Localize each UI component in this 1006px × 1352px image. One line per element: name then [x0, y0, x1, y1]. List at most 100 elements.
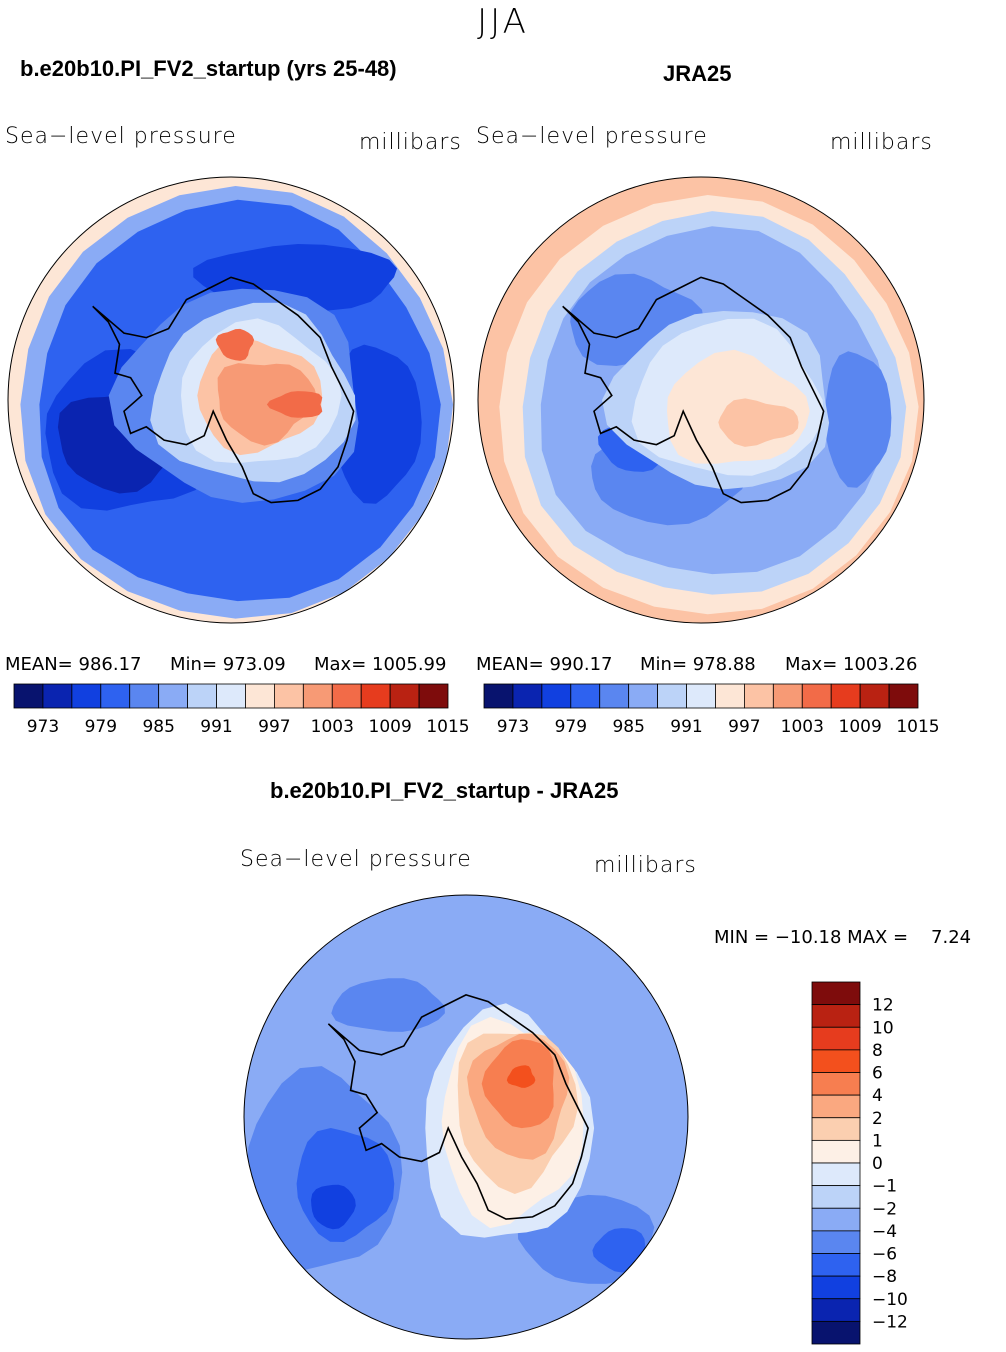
panel2-map	[477, 176, 925, 624]
panel1-colorbar-swatch-1	[42, 683, 73, 709]
panel1-map-border	[7, 176, 455, 624]
diff-colorbar-tick-label-4: 4	[872, 1086, 883, 1106]
diff-colorbar-swatch-15	[811, 1320, 861, 1345]
panel2-colorbar-swatch-11	[801, 683, 832, 709]
panel1-colorbar-swatch-9	[273, 683, 304, 709]
panel2-colorbar: 973 979 985 991 997 1003 1009 1015	[483, 683, 940, 737]
diff-coastline	[327, 994, 589, 1220]
diff-colorbar-swatch-13	[811, 1275, 861, 1300]
panel2-colorbar-swatch-12	[830, 683, 861, 709]
panel2-colorbar-swatch-8	[715, 683, 745, 709]
diff-colorbar-swatch-2	[811, 1026, 861, 1051]
diff-contour-fill-5	[592, 1228, 647, 1273]
diff-field	[244, 895, 688, 1339]
diff-colorbar-swatch-7	[811, 1139, 861, 1164]
panel2-colorbar-swatch-6	[657, 683, 687, 709]
panel1-colorbar-swatch-7	[216, 683, 246, 709]
diff-contour-fill-12	[506, 1065, 536, 1088]
panel1-colorbar-swatch-4	[129, 683, 160, 709]
panel2-max: Max= 1003.26	[785, 654, 918, 675]
panel2-contour-fill-5	[824, 351, 892, 488]
diff-contour-fill-3	[311, 1184, 356, 1230]
panel1-colorbar-tick-label-1: 979	[85, 717, 117, 737]
panel2-colorbar-swatch-7	[686, 683, 716, 709]
panel2-colorbar-swatch-10	[772, 683, 803, 709]
panel1-colorbar-swatch-5	[158, 683, 189, 709]
diff-colorbar-swatch-14	[811, 1298, 861, 1322]
panel2-colorbar-swatch-14	[888, 683, 919, 709]
panel1-min: Min= 973.09	[170, 654, 286, 675]
diff-colorbar-tick-label-11: −6	[872, 1245, 897, 1265]
panel2-coastline	[562, 276, 825, 504]
panel1-colorbar-tick-label-5: 1003	[311, 717, 354, 737]
panel1-colorbar-tick-label-4: 997	[258, 717, 290, 737]
panel1-colorbar-swatch-10	[302, 683, 333, 709]
diff-colorbar-tick-label-8: −1	[872, 1177, 897, 1197]
season-title: JJA	[477, 2, 529, 42]
panel2-field	[478, 177, 924, 623]
panel1-map	[7, 176, 455, 624]
panel1-colorbar-swatch-14	[418, 683, 449, 709]
diff-colorbar-tick-label-9: −2	[872, 1199, 897, 1219]
panel2-colorbar-swatch-0	[483, 683, 514, 709]
panel2-units-label: millibars	[830, 130, 933, 155]
panel2-variable-label: Sea−level pressure	[476, 124, 708, 149]
diff-contour-fill-6	[331, 978, 445, 1032]
panel1-colorbar-tick-label-6: 1009	[369, 717, 412, 737]
diff-colorbar-tick-label-0: 12	[872, 996, 894, 1016]
panel2-title: JRA25	[663, 61, 732, 86]
diff-colorbar-swatch-0	[811, 981, 861, 1006]
diff-colorbar-tick-label-3: 6	[872, 1064, 883, 1084]
diff-colorbar-tick-label-10: −4	[872, 1222, 897, 1242]
panel1-colorbar-tick-label-0: 973	[27, 717, 59, 737]
diff-colorbar-tick-label-5: 2	[872, 1109, 883, 1129]
panel1-colorbar-swatch-2	[71, 683, 102, 709]
panel1-variable-label: Sea−level pressure	[5, 124, 237, 149]
panel1-colorbar-swatch-12	[360, 683, 391, 709]
panel1-colorbar: 973 979 985 991 997 1003 1009 1015	[13, 683, 470, 737]
diff-colorbar-swatch-5	[811, 1094, 861, 1119]
panel1-colorbar-swatch-0	[13, 683, 44, 709]
panel2-colorbar-swatch-2	[541, 683, 572, 709]
panel1-field	[8, 177, 454, 623]
panel2-colorbar-swatch-1	[512, 683, 543, 709]
panel1-mean: MEAN= 986.17	[5, 654, 142, 675]
diff-colorbar-tick-label-13: −10	[872, 1290, 908, 1310]
panel1-colorbar-swatch-8	[245, 683, 275, 709]
diff-colorbar-swatch-12	[811, 1253, 861, 1277]
panel1-colorbar-swatch-3	[100, 683, 131, 709]
panel1-units-label: millibars	[359, 130, 462, 155]
panel2-colorbar-swatch-9	[743, 683, 774, 709]
panel2-colorbar-swatch-5	[628, 683, 659, 709]
diff-colorbar-tick-label-6: 1	[872, 1131, 883, 1151]
panel1-colorbar-swatch-6	[187, 683, 217, 709]
diff-colorbar-swatch-3	[811, 1049, 861, 1073]
panel2-colorbar-tick-label-1: 979	[555, 717, 587, 737]
panel2-contour-fill-11	[718, 398, 799, 447]
panel2-colorbar-swatch-13	[859, 683, 890, 709]
diff-colorbar-swatch-9	[811, 1185, 861, 1209]
panel2-colorbar-tick-label-2: 985	[612, 717, 644, 737]
panel2-colorbar-tick-label-0: 973	[497, 717, 529, 737]
panel1-colorbar-tick-label-2: 985	[142, 717, 174, 737]
panel2-colorbar-tick-label-5: 1003	[781, 717, 824, 737]
diff-colorbar-swatch-8	[811, 1162, 861, 1187]
panel2-colorbar-tick-label-4: 997	[728, 717, 760, 737]
panel2-colorbar-tick-label-3: 991	[670, 717, 702, 737]
panel2-colorbar-swatch-4	[599, 683, 630, 709]
panel1-colorbar-swatch-11	[331, 683, 362, 709]
panel1-colorbar-swatch-13	[389, 683, 420, 709]
diff-colorbar-tick-label-2: 8	[872, 1041, 883, 1061]
diff-colorbar-tick-label-7: 0	[872, 1154, 883, 1174]
diff-minmax: MIN = −10.18 MAX = 7.24	[714, 927, 972, 948]
panel2-map-border	[477, 176, 925, 624]
panel1-contour-fill-4	[332, 344, 422, 504]
panel2-mean: MEAN= 990.17	[476, 654, 613, 675]
diff-colorbar-tick-label-14: −12	[872, 1312, 908, 1332]
panel1-colorbar-tick-label-7: 1015	[426, 717, 469, 737]
diff-map-border	[243, 894, 689, 1340]
panel1-title: b.e20b10.PI_FV2_startup (yrs 25-48)	[20, 56, 397, 81]
panel1-contour-fill-13	[266, 391, 323, 418]
diff-colorbar-swatch-4	[811, 1072, 861, 1096]
